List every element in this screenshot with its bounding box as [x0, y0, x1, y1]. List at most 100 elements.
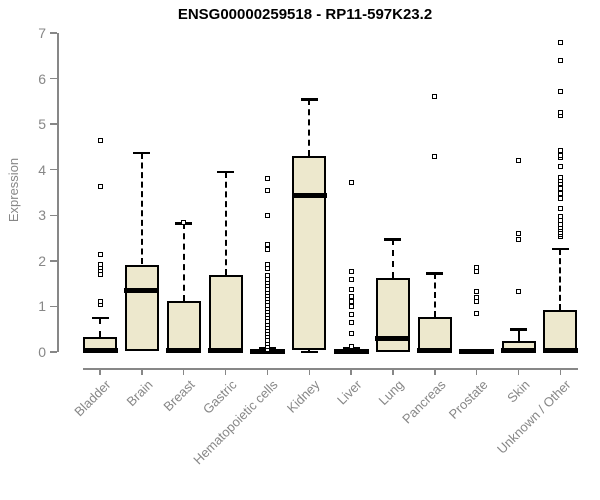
upper-whisker-cap: [217, 170, 235, 174]
x-axis-tick: [475, 368, 478, 375]
median-line: [417, 347, 453, 353]
outlier-point: [97, 262, 103, 267]
outlier-point: [348, 286, 354, 292]
outlier-point: [264, 212, 270, 218]
x-axis-tick: [350, 368, 352, 375]
x-axis-tick: [308, 368, 310, 375]
outlier-point: [516, 237, 521, 243]
y-tick-label: 0: [38, 344, 46, 360]
outlier-point: [557, 185, 563, 191]
median-line: [124, 287, 160, 293]
y-tick-label: 5: [38, 116, 46, 133]
outlier-point: [181, 219, 187, 225]
box-iqr: [166, 300, 201, 352]
chart-title: ENSG00000259518 - RP11-597K23.2: [177, 6, 433, 23]
outlier-point: [348, 277, 354, 283]
outlier-point: [264, 242, 270, 248]
x-axis-tick: [99, 368, 101, 375]
median-line: [166, 348, 202, 354]
y-axis-tick: [50, 214, 57, 217]
y-axis-tick: [50, 168, 57, 171]
median-line: [333, 348, 369, 354]
median-line: [501, 348, 536, 354]
outlier-point: [348, 330, 354, 336]
y-axis-tick: [50, 351, 57, 353]
y-tick-label: 6: [38, 70, 46, 87]
outlier-point: [348, 179, 354, 185]
y-axis-line: [57, 33, 59, 352]
outlier-point: [557, 152, 563, 158]
y-axis-title: Expression: [6, 157, 21, 223]
y-tick-label: 4: [38, 161, 46, 178]
median-line: [375, 335, 411, 341]
upper-whisker-cap: [91, 316, 109, 320]
upper-whisker: [517, 329, 520, 342]
box-iqr: [124, 264, 159, 352]
median-line: [459, 348, 495, 354]
outlier-point: [516, 158, 521, 164]
outlier-point: [557, 190, 563, 196]
outlier-point: [557, 164, 563, 170]
outlier-point: [97, 137, 103, 143]
x-axis-tick: [182, 368, 185, 375]
x-axis-tick: [517, 368, 520, 375]
y-axis-tick: [50, 77, 57, 80]
outlier-point: [557, 147, 563, 153]
outlier-point: [557, 222, 563, 228]
upper-whisker-cap: [551, 247, 569, 251]
box-iqr: [292, 156, 327, 350]
outlier-point: [348, 299, 354, 305]
y-tick-label: 1: [38, 298, 46, 315]
outlier-point: [348, 320, 354, 326]
box-iqr: [208, 275, 243, 352]
outlier-point: [474, 289, 480, 295]
outlier-point: [348, 343, 354, 349]
outlier-point: [474, 294, 480, 300]
outlier-point: [264, 273, 270, 279]
lower-whisker-cap: [300, 350, 318, 353]
upper-whisker: [308, 99, 311, 157]
upper-whisker-cap: [300, 98, 318, 101]
outlier-point: [557, 174, 563, 180]
outlier-point: [516, 289, 521, 295]
y-axis-tick: [50, 305, 57, 308]
y-axis-tick: [50, 32, 57, 34]
upper-whisker: [224, 171, 227, 276]
outlier-point: [97, 299, 103, 305]
upper-whisker-cap: [426, 272, 444, 275]
upper-whisker: [391, 239, 394, 279]
outlier-point: [516, 231, 521, 236]
outlier-point: [557, 205, 563, 211]
outlier-point: [264, 187, 270, 193]
upper-whisker-cap: [384, 238, 402, 241]
x-axis-tick: [559, 368, 562, 375]
y-axis-tick: [50, 260, 57, 262]
median-line: [542, 348, 578, 354]
x-axis-tick: [141, 368, 143, 375]
outlier-point: [557, 57, 563, 63]
outlier-point: [474, 264, 480, 270]
outlier-point: [432, 153, 438, 159]
x-axis-line: [83, 368, 578, 370]
y-tick-label: 3: [38, 207, 46, 224]
outlier-point: [557, 89, 563, 95]
upper-whisker: [140, 152, 143, 265]
outlier-point: [348, 303, 354, 309]
median-line: [291, 193, 327, 199]
x-axis-tick: [392, 368, 394, 375]
outlier-point: [557, 195, 563, 201]
upper-whisker: [559, 248, 562, 311]
outlier-point: [474, 310, 480, 316]
outlier-point: [97, 184, 103, 190]
median-line: [82, 347, 118, 353]
x-axis-tick: [434, 368, 436, 375]
box-iqr: [375, 278, 410, 352]
outlier-point: [474, 299, 480, 305]
outlier-point: [264, 175, 270, 181]
outlier-point: [348, 294, 354, 300]
upper-whisker: [433, 273, 436, 317]
median-line: [208, 347, 244, 353]
box-iqr: [543, 310, 578, 352]
upper-whisker-cap: [133, 151, 151, 155]
upper-whisker: [99, 317, 101, 337]
